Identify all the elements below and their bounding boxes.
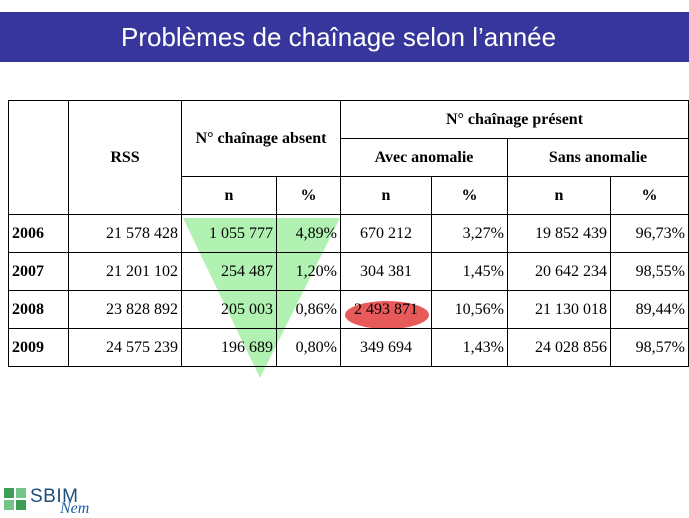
row-year: 2006	[8, 214, 69, 253]
cell-sans-pct: 98,55%	[610, 252, 689, 291]
corner-cell	[8, 100, 69, 215]
cell-rss: 24 575 239	[68, 328, 182, 367]
cell-absent-pct: 4,89%	[276, 214, 341, 253]
cell-sans-pct: 96,73%	[610, 214, 689, 253]
cell-avec-n: 2 493 871	[340, 290, 432, 329]
cell-absent-n: 1 055 777	[181, 214, 277, 253]
chaining-table: RSS N° chaînage absent N° chaînage prése…	[8, 100, 689, 367]
cell-avec-pct: 3,27%	[431, 214, 508, 253]
cell-avec-pct: 1,43%	[431, 328, 508, 367]
cell-avec-n: 670 212	[340, 214, 432, 253]
slide-title: Problèmes de chaînage selon l’année	[121, 21, 557, 52]
table-row: 2008 23 828 892 205 003 0,86% 2 493 871 …	[8, 290, 689, 329]
cell-rss: 21 201 102	[68, 252, 182, 291]
row-year: 2009	[8, 328, 69, 367]
cell-sans-n: 20 642 234	[507, 252, 611, 291]
header-present: N° chaînage présent	[340, 100, 689, 139]
cell-absent-n: 205 003	[181, 290, 277, 329]
header-avec-anomalie: Avec anomalie	[340, 138, 508, 177]
header-avec-pct: %	[431, 176, 508, 215]
cell-avec-pct: 1,45%	[431, 252, 508, 291]
header-rss: RSS	[68, 100, 182, 215]
table-row: 2006 21 578 428 1 055 777 4,89% 670 212 …	[8, 214, 689, 253]
cell-sans-n: 24 028 856	[507, 328, 611, 367]
cell-absent-pct: 1,20%	[276, 252, 341, 291]
grid-logo-icon	[4, 488, 26, 510]
logo-name: SBIM	[30, 486, 79, 507]
cell-rss: 23 828 892	[68, 290, 182, 329]
cell-rss: 21 578 428	[68, 214, 182, 253]
cell-avec-n: 304 381	[340, 252, 432, 291]
cell-sans-pct: 98,57%	[610, 328, 689, 367]
cell-absent-n: 254 487	[181, 252, 277, 291]
cell-absent-pct: 0,86%	[276, 290, 341, 329]
cell-sans-n: 19 852 439	[507, 214, 611, 253]
header-sans-anomalie: Sans anomalie	[507, 138, 689, 177]
title-bar: Problèmes de chaînage selon l’année	[0, 12, 689, 62]
cell-avec-n: 349 694	[340, 328, 432, 367]
row-year: 2008	[8, 290, 69, 329]
cell-absent-n: 196 689	[181, 328, 277, 367]
logo-subtitle: Nem	[60, 500, 90, 517]
cell-sans-pct: 89,44%	[610, 290, 689, 329]
header-sans-n: n	[507, 176, 611, 215]
header-absent: N° chaînage absent	[181, 100, 341, 177]
header-sans-pct: %	[610, 176, 689, 215]
row-year: 2007	[8, 252, 69, 291]
cell-sans-n: 21 130 018	[507, 290, 611, 329]
header-absent-pct: %	[276, 176, 341, 215]
table-row: 2007 21 201 102 254 487 1,20% 304 381 1,…	[8, 252, 689, 291]
sbim-logo: SBIM Nem	[4, 484, 114, 517]
cell-absent-pct: 0,80%	[276, 328, 341, 367]
cell-avec-pct: 10,56%	[431, 290, 508, 329]
table-row: 2009 24 575 239 196 689 0,80% 349 694 1,…	[8, 328, 689, 367]
header-absent-n: n	[181, 176, 277, 215]
header-avec-n: n	[340, 176, 432, 215]
